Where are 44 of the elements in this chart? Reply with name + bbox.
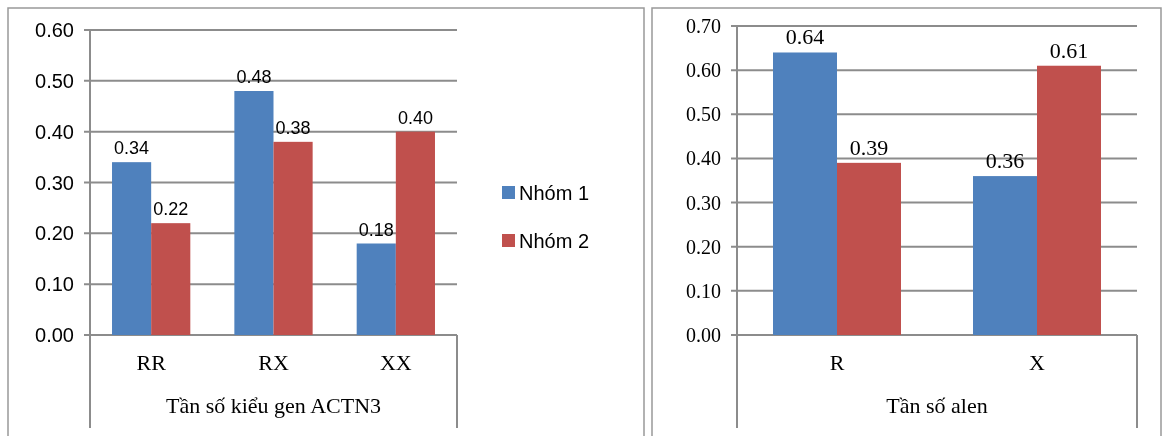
data-label: 0.22 (153, 199, 189, 220)
x-axis-title: Tần số kiểu gen ACTN3 (165, 393, 382, 418)
y-tick-label: 0.40 (686, 147, 721, 170)
x-tick-label: R (829, 350, 845, 375)
y-tick-label: 0.30 (35, 171, 74, 194)
legend-label: Nhóm 2 (519, 230, 590, 252)
y-tick-label: 0.20 (35, 222, 74, 245)
x-tick-label: RX (258, 350, 289, 375)
x-tick-label: RR (136, 350, 167, 375)
data-label: 0.34 (114, 138, 150, 159)
y-tick-label: 0.00 (35, 324, 74, 346)
bar (112, 162, 152, 335)
y-tick-label: 0.50 (686, 103, 721, 126)
data-label: 0.48 (236, 67, 272, 87)
bar (1037, 65, 1101, 335)
y-tick-label: 0.60 (686, 59, 721, 82)
x-tick-label: X (1029, 350, 1046, 375)
y-tick-label: 0.00 (686, 324, 721, 346)
y-tick-label: 0.60 (35, 19, 74, 41)
data-label: 0.38 (275, 117, 311, 138)
legend-label: Nhóm 1 (519, 182, 590, 204)
y-tick-label: 0.50 (35, 69, 74, 92)
bar (234, 91, 274, 335)
data-label: 0.36 (985, 148, 1025, 174)
y-tick-label: 0.70 (686, 15, 721, 37)
bar (395, 131, 435, 335)
data-label: 0.64 (785, 24, 825, 50)
data-label: 0.39 (849, 134, 889, 160)
bar (773, 52, 837, 335)
y-tick-label: 0.10 (686, 279, 721, 302)
x-axis-title: Tần số alen (886, 393, 988, 418)
y-tick-label: 0.30 (686, 191, 721, 214)
data-label: 0.40 (397, 107, 433, 128)
bar (273, 141, 313, 335)
data-label: 0.61 (1049, 37, 1089, 63)
bar (837, 162, 901, 335)
y-tick-label: 0.20 (686, 235, 721, 258)
y-tick-label: 0.40 (35, 120, 74, 143)
y-tick-label: 0.10 (35, 273, 74, 296)
x-tick-label: XX (379, 350, 412, 375)
data-label: 0.18 (358, 219, 394, 240)
bar (356, 243, 396, 335)
bar (973, 176, 1037, 335)
bar (151, 223, 191, 335)
